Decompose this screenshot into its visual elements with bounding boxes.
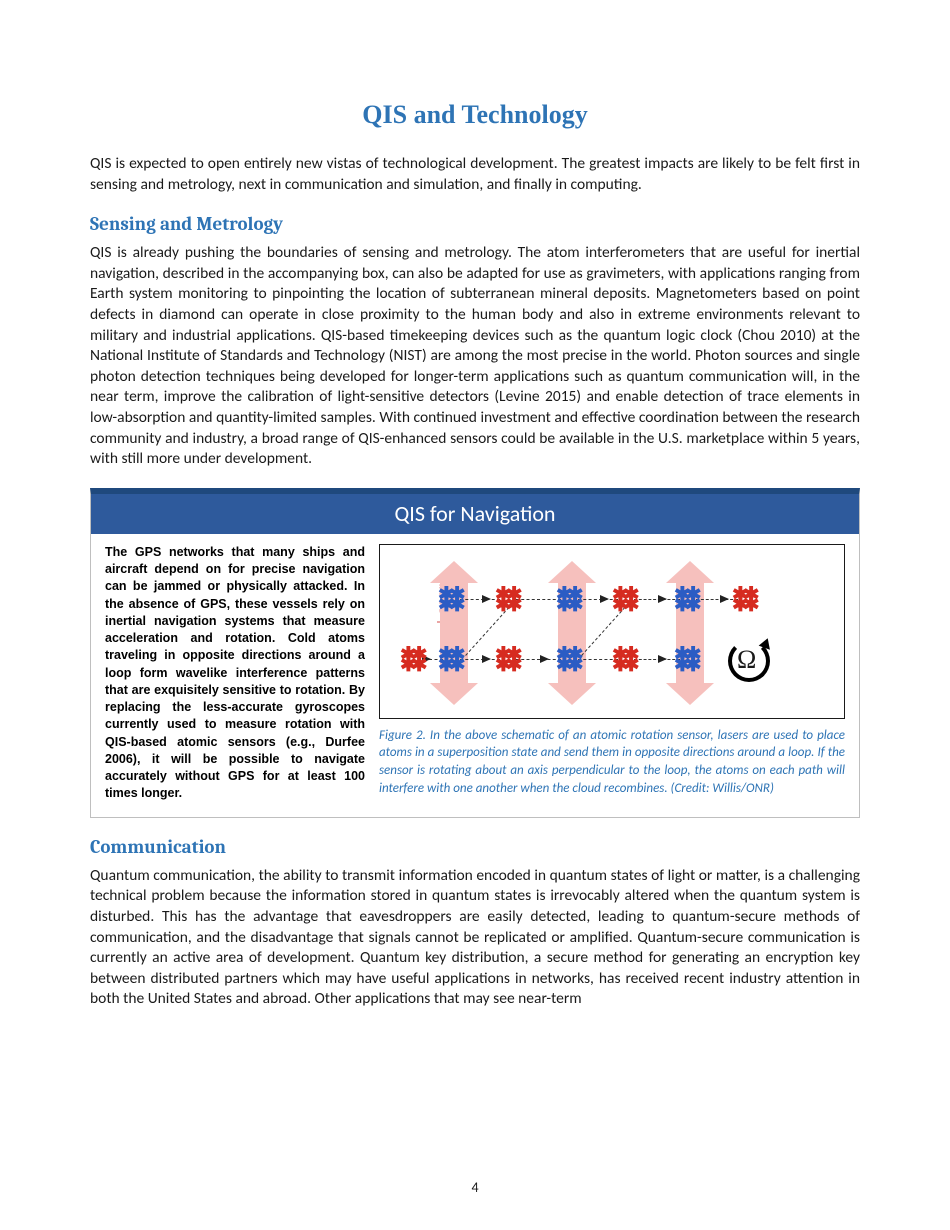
- path-arrowhead: [720, 595, 729, 603]
- atom-cluster-red: ✱✱✱✱: [732, 590, 754, 610]
- main-title: QIS and Technology: [90, 100, 860, 130]
- sensing-paragraph: QIS is already pushing the boundaries of…: [90, 243, 860, 470]
- callout-right: Laser ✱✱✱✱✱✱✱✱✱✱✱✱✱✱✱✱✱✱✱✱✱✱✱✱✱✱✱✱✱✱✱✱✱✱…: [379, 544, 845, 803]
- callout-body: The GPS networks that many ships and air…: [91, 534, 859, 817]
- atom-cluster-blue: ✱✱✱✱: [556, 590, 578, 610]
- communication-paragraph: Quantum communication, the ability to tr…: [90, 866, 860, 1010]
- path-line: [460, 599, 500, 600]
- callout-header: QIS for Navigation: [91, 494, 859, 534]
- path-arrowhead: [658, 595, 667, 603]
- atom-cluster-red: ✱✱✱✱: [495, 650, 517, 670]
- callout-box: QIS for Navigation The GPS networks that…: [90, 488, 860, 818]
- path-line: [516, 659, 561, 660]
- path-arrowhead: [422, 655, 431, 663]
- path-arrowhead: [658, 655, 667, 663]
- intro-paragraph: QIS is expected to open entirely new vis…: [90, 154, 860, 195]
- atom-cluster-red: ✱✱✱✱: [495, 590, 517, 610]
- path-arrowhead: [600, 595, 609, 603]
- atom-cluster-red: ✱✱✱✱: [400, 650, 422, 670]
- diagram-frame: Laser ✱✱✱✱✱✱✱✱✱✱✱✱✱✱✱✱✱✱✱✱✱✱✱✱✱✱✱✱✱✱✱✱✱✱…: [379, 544, 845, 719]
- section-heading-sensing: Sensing and Metrology: [90, 213, 860, 235]
- callout-left-text: The GPS networks that many ships and air…: [105, 544, 365, 803]
- path-arrowhead: [540, 655, 549, 663]
- path-arrowhead: [482, 655, 491, 663]
- path-line: [516, 599, 561, 600]
- path-arrowhead: [482, 595, 491, 603]
- path-line: [460, 659, 500, 660]
- atom-cluster-red: ✱✱✱✱: [612, 650, 634, 670]
- omega-label: Ω: [737, 645, 756, 675]
- atom-cluster-blue: ✱✱✱✱: [674, 590, 696, 610]
- section-heading-communication: Communication: [90, 836, 860, 858]
- figure-caption: Figure 2. In the above schematic of an a…: [379, 727, 845, 797]
- atom-cluster-blue: ✱✱✱✱: [438, 650, 460, 670]
- atom-cluster-blue: ✱✱✱✱: [556, 650, 578, 670]
- atom-cluster-blue: ✱✱✱✱: [438, 590, 460, 610]
- atom-cluster-blue: ✱✱✱✱: [674, 650, 696, 670]
- page-number: 4: [0, 1179, 950, 1196]
- atom-cluster-red: ✱✱✱✱: [612, 590, 634, 610]
